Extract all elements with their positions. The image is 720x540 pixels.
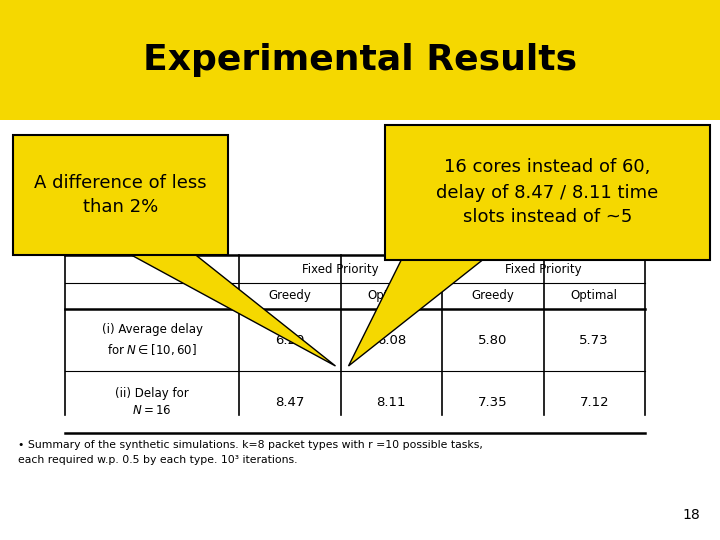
Text: 5.80: 5.80 <box>478 334 508 347</box>
Text: Greedy: Greedy <box>269 289 311 302</box>
Text: A difference of less
than 2%: A difference of less than 2% <box>34 173 207 217</box>
Text: Fixed Priority: Fixed Priority <box>302 262 379 275</box>
Text: 6.08: 6.08 <box>377 334 406 347</box>
Text: 7.35: 7.35 <box>478 395 508 408</box>
Text: Optimal: Optimal <box>571 289 618 302</box>
Text: Experimental Results: Experimental Results <box>143 43 577 77</box>
FancyBboxPatch shape <box>0 0 720 120</box>
Text: Optimal: Optimal <box>368 289 415 302</box>
Text: (i) Average delay
for $N \in [10,60]$: (i) Average delay for $N \in [10,60]$ <box>102 323 202 357</box>
Text: 5.73: 5.73 <box>580 334 609 347</box>
FancyBboxPatch shape <box>385 125 710 260</box>
Text: 16 cores instead of 60,
delay of 8.47 / 8.11 time
slots instead of ~5: 16 cores instead of 60, delay of 8.47 / … <box>436 159 659 226</box>
Text: (ii) Delay for
$N = 16$: (ii) Delay for $N = 16$ <box>115 387 189 417</box>
FancyBboxPatch shape <box>0 0 720 540</box>
Polygon shape <box>131 255 336 366</box>
Text: each required w.p. 0.5 by each type. 10³ iterations.: each required w.p. 0.5 by each type. 10³… <box>18 455 297 465</box>
FancyBboxPatch shape <box>13 135 228 255</box>
Text: 8.11: 8.11 <box>377 395 406 408</box>
Text: • Summary of the synthetic simulations. k=8 packet types with r =10 possible tas: • Summary of the synthetic simulations. … <box>18 440 483 450</box>
Text: 8.47: 8.47 <box>275 395 305 408</box>
Text: Greedy: Greedy <box>472 289 514 302</box>
Polygon shape <box>348 260 482 366</box>
Text: 6.20: 6.20 <box>275 334 305 347</box>
Text: 7.12: 7.12 <box>580 395 609 408</box>
Text: 18: 18 <box>683 508 700 522</box>
Text: Fixed Priority: Fixed Priority <box>505 262 582 275</box>
